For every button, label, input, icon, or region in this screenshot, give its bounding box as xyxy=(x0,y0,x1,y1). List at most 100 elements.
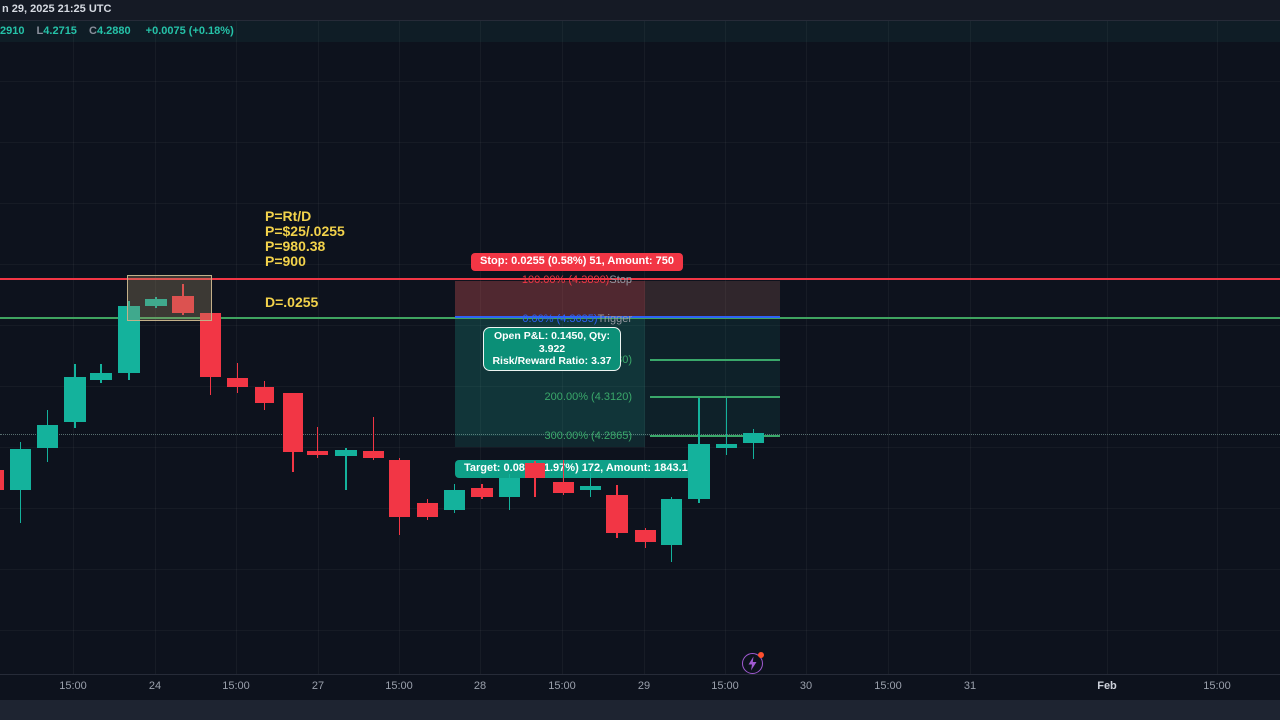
candle-wick xyxy=(589,473,592,497)
target-pill[interactable]: Target: 0.0860 (1.97%) 172, Amount: 1843… xyxy=(455,460,703,478)
time-axis-label: Feb xyxy=(1097,680,1117,692)
candle-body xyxy=(335,450,357,456)
vertical-gridline xyxy=(236,20,237,674)
stop-price-line[interactable] xyxy=(0,278,1280,280)
time-axis-label: 24 xyxy=(148,680,162,692)
level-text: 300.00% (4.2865) xyxy=(544,430,632,442)
target-level-line[interactable] xyxy=(650,396,780,398)
candle-body xyxy=(90,373,112,380)
candle-wick xyxy=(345,448,347,490)
candle-body xyxy=(118,306,140,373)
horizontal-gridline xyxy=(0,447,1280,448)
vertical-gridline xyxy=(725,20,726,674)
stop-zone-outer[interactable] xyxy=(455,281,780,318)
note-line: P=980.38 xyxy=(265,238,326,254)
vertical-gridline xyxy=(1107,20,1108,674)
candle-body xyxy=(688,444,710,499)
candle-body xyxy=(606,495,628,533)
alert-price-line[interactable] xyxy=(0,317,1280,319)
candle-body xyxy=(743,433,764,443)
candle-wick xyxy=(562,460,565,495)
notification-dot-icon xyxy=(758,652,764,658)
candle-body xyxy=(0,470,4,490)
candle-body xyxy=(37,425,58,448)
candle-wick xyxy=(725,398,728,455)
open-pnl-line: Open P&L: 0.1450, Qty: 3.922 xyxy=(493,330,611,355)
candle-body xyxy=(417,503,438,517)
horizontal-gridline xyxy=(0,386,1280,387)
candle-body xyxy=(499,478,520,497)
target-level-line[interactable] xyxy=(650,359,780,361)
candle-body xyxy=(64,377,86,422)
risk-reward-line: Risk/Reward Ratio: 3.37 xyxy=(492,355,612,367)
horizontal-gridline xyxy=(0,569,1280,570)
fib-level-label-stop[interactable]: −100.00% (4.3890)Stop xyxy=(515,274,632,286)
vertical-gridline xyxy=(155,20,156,674)
vertical-gridline xyxy=(73,20,74,674)
level-suffix: Trigger xyxy=(597,312,632,325)
highlight-box-drawing[interactable] xyxy=(127,275,212,321)
level-text: 0.00% (4.3635) xyxy=(522,312,598,325)
fib-level-label-target[interactable]: 300.00% (4.2865) xyxy=(545,430,632,442)
level-suffix: Stop xyxy=(609,274,632,286)
note-line: P=900 xyxy=(265,253,306,269)
candle-body xyxy=(363,451,384,458)
ohlc-change-value: +0.0075 (+0.18%) xyxy=(145,25,234,37)
stop-pill[interactable]: Stop: 0.0255 (0.58%) 51, Amount: 750 xyxy=(471,253,683,271)
clock-datetime: n 29, 2025 21:25 UTC xyxy=(2,3,112,15)
level-text: 200.00% (4.3120) xyxy=(544,391,632,403)
time-axis-label: 15:00 xyxy=(548,680,576,692)
vertical-gridline xyxy=(480,20,481,674)
horizontal-gridline xyxy=(0,142,1280,143)
target-level-line[interactable] xyxy=(650,435,780,437)
vertical-gridline xyxy=(318,20,319,674)
last-price-line xyxy=(0,433,1280,435)
candle-body xyxy=(172,296,194,313)
lightning-bolt-icon xyxy=(748,656,757,671)
chart-area[interactable]: P=Rt/D P=$25/.0255 P=980.38 P=900 D=.025… xyxy=(0,0,1280,674)
horizontal-gridline xyxy=(0,81,1280,82)
candle-body xyxy=(635,530,656,542)
time-axis-label: 15:00 xyxy=(1203,680,1231,692)
time-axis-label: 15:00 xyxy=(874,680,902,692)
ohlc-high-value: 2910 xyxy=(0,25,25,37)
candle-wick xyxy=(752,429,755,459)
candle-body xyxy=(227,378,248,387)
distance-note-drawing[interactable]: D=.0255 xyxy=(265,294,319,310)
horizontal-gridline xyxy=(0,325,1280,326)
candle-body xyxy=(145,299,167,306)
time-axis-label: 30 xyxy=(799,680,813,692)
ohlc-low-value: 4.2715 xyxy=(43,25,77,37)
vertical-gridline xyxy=(888,20,889,674)
candle-body xyxy=(10,449,31,490)
bottom-toolbar-strip xyxy=(0,700,1280,720)
ohlc-close-label: C xyxy=(89,25,97,37)
window-titlebar: n 29, 2025 21:25 UTC xyxy=(0,0,1280,21)
stop-zone-inner[interactable] xyxy=(455,281,645,318)
level-text: −100.00% (4.3890) xyxy=(515,274,610,286)
vertical-gridline xyxy=(1217,20,1218,674)
flash-icon[interactable] xyxy=(742,652,764,674)
time-axis-label: 15:00 xyxy=(385,680,413,692)
time-axis-label: 15:00 xyxy=(711,680,739,692)
horizontal-gridline xyxy=(0,630,1280,631)
time-axis-label: 15:00 xyxy=(222,680,250,692)
candle-wick xyxy=(372,417,375,460)
entry-price-line[interactable] xyxy=(455,316,780,318)
candle-wick xyxy=(534,461,536,497)
vertical-gridline xyxy=(644,20,645,674)
time-axis-label: 31 xyxy=(963,680,977,692)
time-axis-label: 27 xyxy=(311,680,325,692)
fib-level-label-entry[interactable]: 0.00% (4.3635)Trigger xyxy=(522,313,632,325)
time-axis-label: 29 xyxy=(637,680,651,692)
candle-wick xyxy=(316,427,319,458)
yellow-note-drawing[interactable]: P=Rt/D P=$25/.0255 P=980.38 P=900 xyxy=(265,209,345,269)
candle-body xyxy=(580,486,601,490)
fib-level-label-target[interactable]: 200.00% (4.3120) xyxy=(545,391,632,403)
candle-body xyxy=(553,482,574,493)
time-axis[interactable]: 15:00 24 15:00 27 15:00 28 15:00 29 15:00 30 15:00… xyxy=(0,674,1280,701)
candle-body xyxy=(255,387,274,403)
time-axis-label: 15:00 xyxy=(59,680,87,692)
candle-body xyxy=(471,488,493,497)
